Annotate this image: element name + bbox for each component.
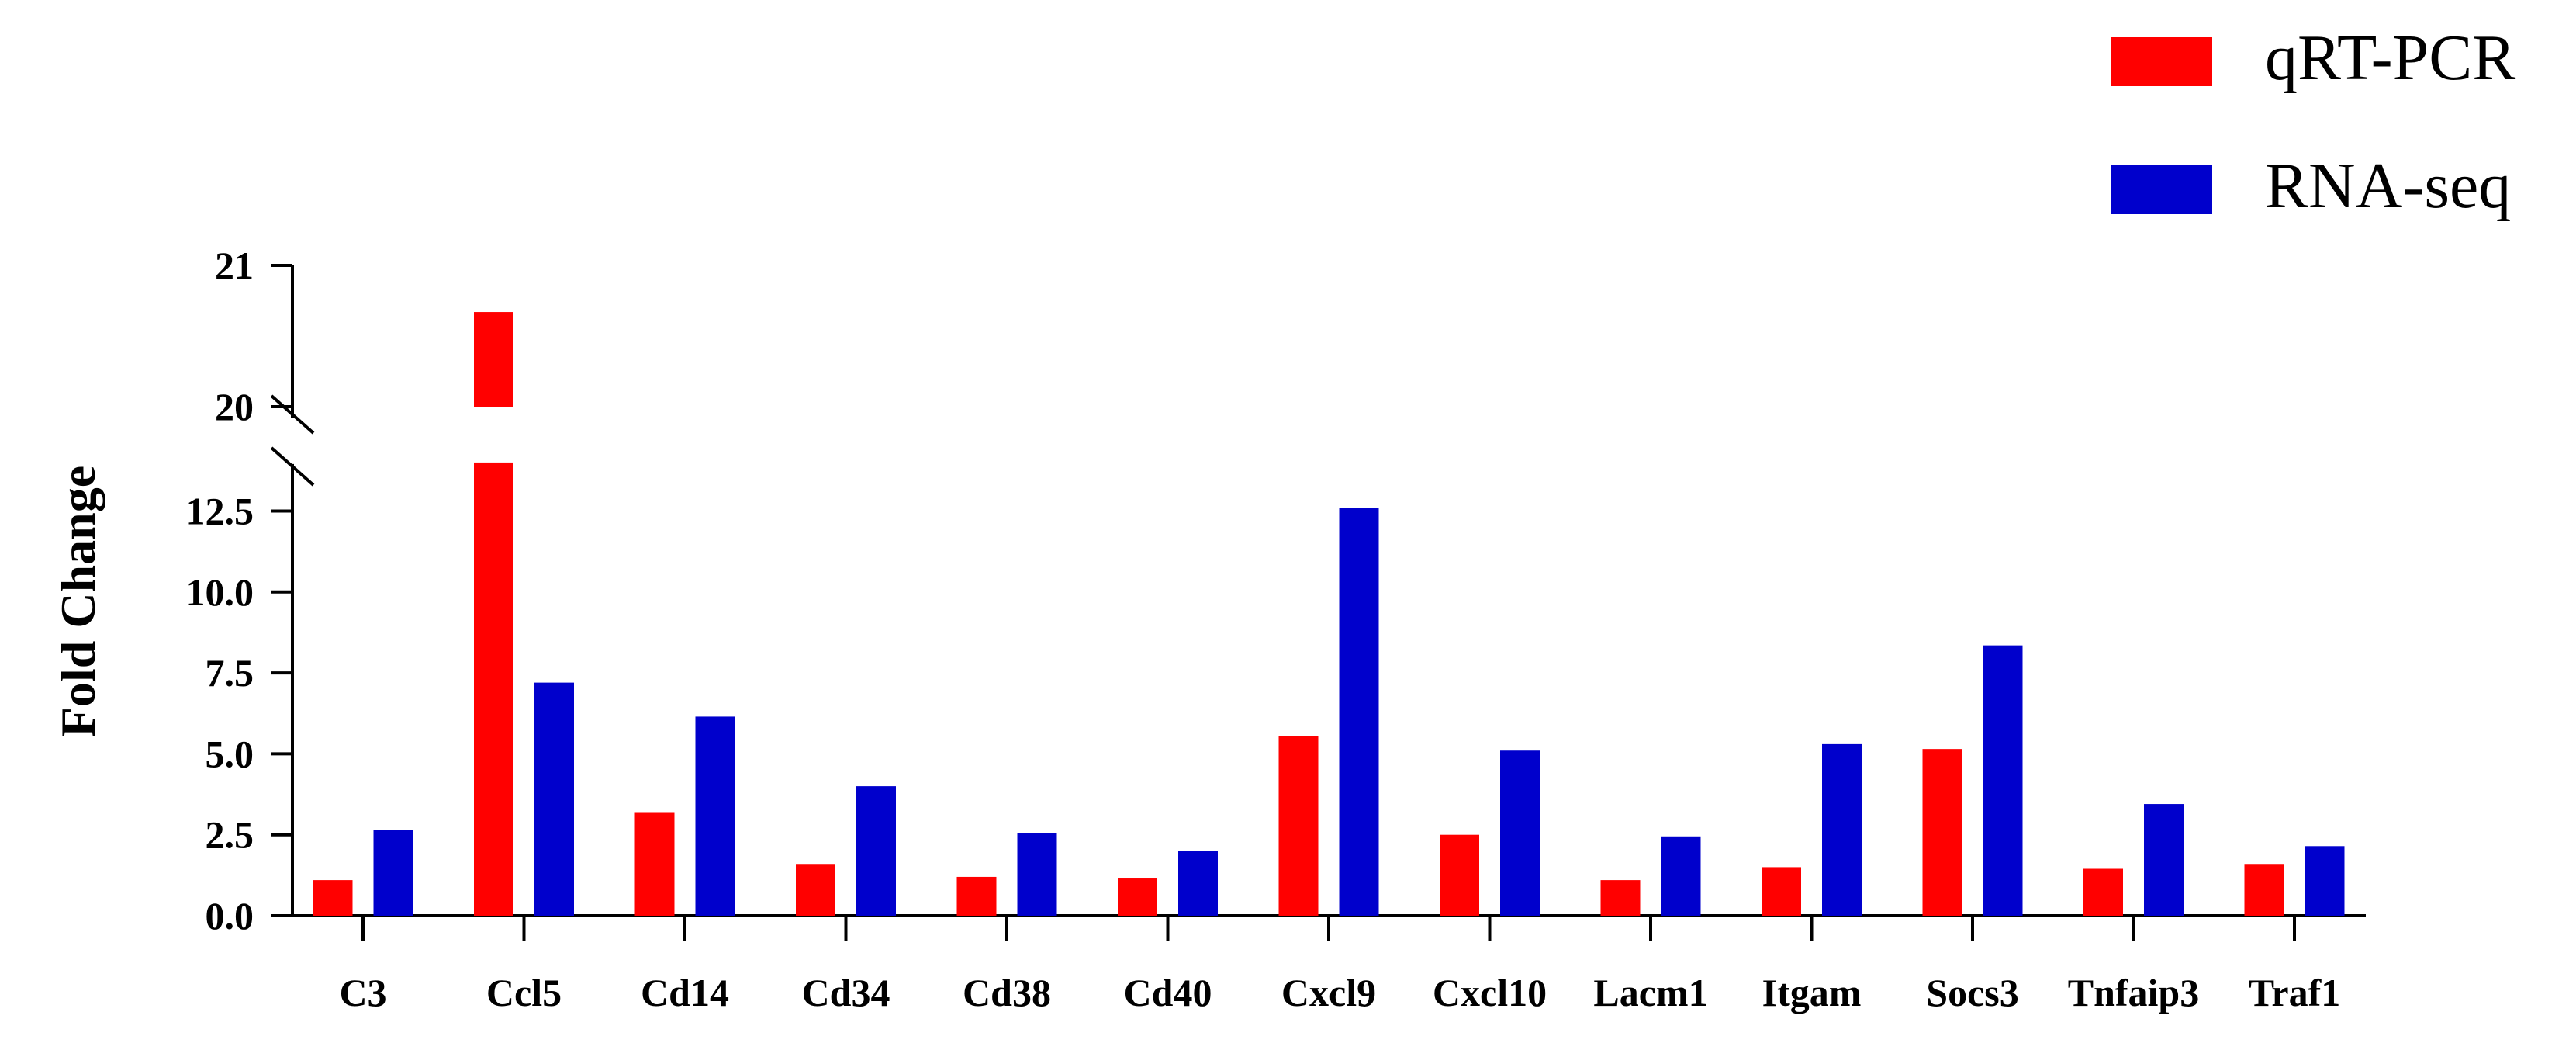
x-category-label: C3 <box>339 971 386 1014</box>
x-category-label: Cd14 <box>641 971 729 1014</box>
bar-rnaseq-socs3 <box>1983 645 2023 916</box>
x-category-label: Cd40 <box>1124 971 1212 1014</box>
bar-qrtpcr-cxcl9 <box>1278 736 1319 916</box>
legend-label: qRT-PCR <box>2265 22 2515 94</box>
labels: 0.0 2.5 5.0 7.5 10.0 12.5 20 21 Fold Change C3 Ccl… <box>50 244 2340 1014</box>
y-axis-title: Fold Change <box>50 466 105 737</box>
legend: qRT-PCR RNA-seq <box>2111 22 2515 222</box>
axis-break-mark-upper <box>270 394 315 435</box>
legend-label: RNA-seq <box>2265 150 2511 222</box>
bar-rnaseq-cxcl10 <box>1500 750 1540 916</box>
bar-rnaseq-cd40 <box>1178 851 1218 916</box>
x-category-label: Traf1 <box>2249 971 2340 1014</box>
bar-qrtpcr-cd40 <box>1118 878 1157 916</box>
bar-rnaseq-tnfaip3 <box>2144 804 2184 916</box>
bar-rnaseq-itgam <box>1822 743 1862 916</box>
x-category-label: Itgam <box>1762 971 1862 1014</box>
bar-qrtpcr-cd38 <box>956 876 997 916</box>
y-tick-label: 10.0 <box>186 570 254 614</box>
y-tick-label: 2.5 <box>206 813 254 857</box>
y-tick-label: 20 <box>215 385 254 428</box>
y-tick-label: 0.0 <box>206 894 254 937</box>
y-tick-label: 21 <box>215 244 254 287</box>
bar-qrtpcr-c3 <box>313 880 353 916</box>
x-category-label: Cxcl10 <box>1433 971 1547 1014</box>
bar-rnaseq-cd38 <box>1017 833 1057 916</box>
bar-rnaseq-traf1 <box>2305 846 2345 916</box>
bar-qrtpcr-itgam <box>1762 867 1801 916</box>
bar-rnaseq-lacm1 <box>1661 836 1701 916</box>
bar-qrtpcr-cd14 <box>634 812 675 916</box>
x-category-label: Ccl5 <box>486 971 562 1014</box>
bar-rnaseq-cd14 <box>695 716 735 916</box>
y-tick-label: 12.5 <box>186 490 254 533</box>
bar-qrtpcr-cd34 <box>796 864 835 916</box>
bar-qrtpcr-tnfaip3 <box>2083 868 2123 916</box>
bar-rnaseq-cxcl9 <box>1339 508 1379 916</box>
bar-qrtpcr-ccl5-upper <box>474 312 513 407</box>
y-tick-label: 7.5 <box>206 651 254 695</box>
bar-rnaseq-ccl5 <box>534 682 574 916</box>
y-tick-label: 5.0 <box>206 732 254 775</box>
x-category-label: Cd34 <box>802 971 890 1014</box>
axis-break-mark-lower <box>270 446 315 487</box>
bar-qrtpcr-ccl5-lower <box>474 462 513 916</box>
bar-qrtpcr-traf1 <box>2244 864 2284 916</box>
bar-qrtpcr-lacm1 <box>1600 880 1641 916</box>
x-category-label: Lacm1 <box>1593 971 1707 1014</box>
bar-rnaseq-c3 <box>373 830 413 916</box>
x-category-label: Cxcl9 <box>1281 971 1376 1014</box>
x-category-label: Socs3 <box>1926 971 2018 1014</box>
x-category-label: Cd38 <box>963 971 1051 1014</box>
legend-swatch-rnaseq <box>2111 165 2212 214</box>
bar-qrtpcr-cxcl10 <box>1440 834 1479 916</box>
bars <box>313 312 2345 916</box>
bar-qrtpcr-socs3 <box>1922 749 1962 916</box>
legend-swatch-qrtpcr <box>2111 37 2212 86</box>
bar-rnaseq-cd34 <box>856 786 896 916</box>
x-category-label: Tnfaip3 <box>2068 971 2200 1014</box>
